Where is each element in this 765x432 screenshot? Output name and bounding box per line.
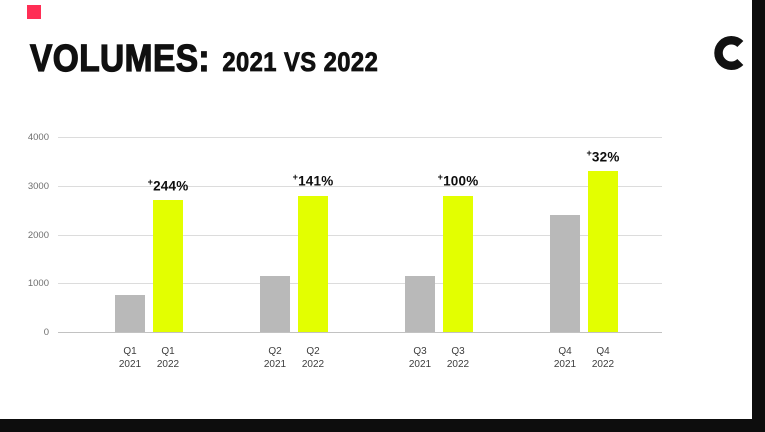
y-tick-label: 0 xyxy=(43,327,49,338)
x-tick-line: Q4 xyxy=(596,346,610,357)
y-tick-label: 3000 xyxy=(27,180,49,192)
bar-2021-q2 xyxy=(260,275,290,332)
bar-2022-q1 xyxy=(153,200,183,332)
bar-2021-q4 xyxy=(550,215,580,332)
plot-area: 0 1000 2000 3000 4000 +244% +141% +100% +32% xyxy=(28,132,662,338)
percent-label-q1: +244% xyxy=(147,176,189,194)
x-tick-label: Q4 2022 xyxy=(592,345,614,371)
gridline xyxy=(58,283,662,285)
bar-2022-q4 xyxy=(588,171,618,332)
x-tick-line: Q4 xyxy=(558,346,572,357)
slide-background: VOLUMES: 2021 VS 2022 0 1000 2000 3000 4000 +… xyxy=(0,0,752,419)
gridline xyxy=(58,332,662,333)
y-tick-label: 2000 xyxy=(27,229,49,241)
accent-square xyxy=(27,5,41,19)
percent-label-q2: +141% xyxy=(292,172,334,189)
x-tick-line: 2021 xyxy=(553,359,577,370)
x-tick-line: Q2 xyxy=(268,346,282,357)
x-tick-line: Q3 xyxy=(413,346,427,357)
x-tick-line: Q1 xyxy=(123,346,137,357)
page-title: VOLUMES: 2021 VS 2022 xyxy=(29,37,379,81)
gridline xyxy=(58,137,662,138)
x-tick-label: Q1 2022 xyxy=(157,345,179,371)
bar-chart: 0 1000 2000 3000 4000 +244% +141% +100% +32% Q1 2… xyxy=(28,132,662,398)
x-tick-label: Q1 2021 xyxy=(119,345,141,371)
title-text: VOLUMES: xyxy=(29,37,211,80)
x-tick-label: Q2 2021 xyxy=(264,345,286,371)
x-tick-line: 2022 xyxy=(591,359,615,370)
gridline xyxy=(58,234,662,236)
x-tick-label: Q2 2022 xyxy=(302,345,324,371)
percent-label-q3: +100% xyxy=(437,172,479,189)
x-tick-line: Q2 xyxy=(306,346,320,357)
x-tick-line: 2021 xyxy=(408,359,432,370)
x-tick-line: 2022 xyxy=(446,359,470,370)
x-tick-line: 2021 xyxy=(118,359,142,370)
x-tick-line: Q1 xyxy=(161,346,175,357)
x-tick-line: Q3 xyxy=(451,346,465,357)
subtitle-text: 2021 VS 2022 xyxy=(222,47,379,78)
y-tick-label: 4000 xyxy=(27,132,49,143)
x-tick-line: 2022 xyxy=(156,359,180,370)
bar-2022-q3 xyxy=(443,195,473,332)
x-tick-line: 2022 xyxy=(301,359,325,370)
bar-2021-q3 xyxy=(405,275,435,332)
gridline xyxy=(58,185,662,187)
y-tick-label: 1000 xyxy=(27,278,49,290)
x-tick-label: Q4 2021 xyxy=(554,345,576,371)
bar-2021-q1 xyxy=(115,295,145,332)
x-tick-label: Q3 2021 xyxy=(409,345,431,371)
x-tick-label: Q3 2022 xyxy=(447,345,469,371)
percent-label-q4: +32% xyxy=(586,147,620,165)
bar-2022-q2 xyxy=(298,195,328,332)
x-tick-line: 2021 xyxy=(263,359,287,370)
brand-c-logo-icon xyxy=(712,36,746,70)
